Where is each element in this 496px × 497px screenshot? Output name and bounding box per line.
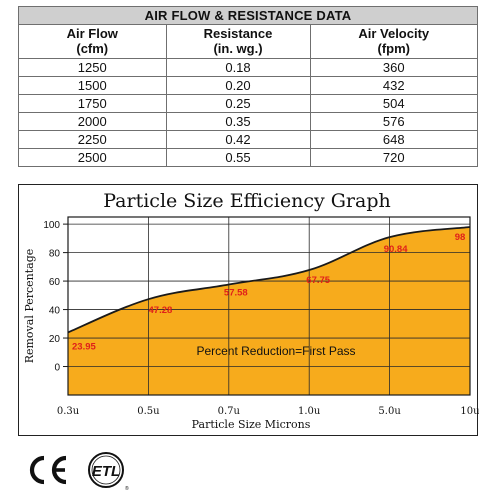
cell-air-flow: 1500 <box>18 76 167 95</box>
cell-air-flow: 2250 <box>18 130 167 149</box>
data-label: 98 <box>455 232 466 243</box>
header-resistance-unit: (in. wg.) <box>213 41 263 56</box>
data-label: 23.95 <box>72 341 96 352</box>
cell-air-flow: 1750 <box>18 94 167 113</box>
header-resistance: Resistance (in. wg.) <box>165 24 311 59</box>
ce-mark-logo <box>29 455 67 485</box>
y-tick-label: 20 <box>49 334 61 345</box>
x-tick-label: 0.3u <box>57 406 80 417</box>
air-flow-table-wrap: AIR FLOW & RESISTANCE DATA Air Flow (cfm… <box>18 6 479 167</box>
table-title-row: AIR FLOW & RESISTANCE DATA <box>18 6 478 25</box>
air-flow-table: AIR FLOW & RESISTANCE DATA Air Flow (cfm… <box>18 6 479 167</box>
x-tick-label: 0.7u <box>218 406 241 417</box>
cell-air-velocity: 720 <box>309 148 479 167</box>
x-tick-label: 5.0u <box>378 406 401 417</box>
table-row: 2000 0.35 576 <box>18 112 479 131</box>
chart-svg: Particle Size Efficiency Graph 0 20 40 60 80… <box>23 190 479 431</box>
y-tick-label: 100 <box>43 220 60 231</box>
cell-air-flow: 2500 <box>18 148 167 167</box>
x-tick-label: 0.5u <box>137 406 160 417</box>
svg-text:®: ® <box>125 485 129 492</box>
data-label: 57.58 <box>224 288 248 299</box>
cell-air-velocity: 432 <box>309 76 479 95</box>
y-tick-label: 80 <box>49 249 61 260</box>
cell-air-velocity: 360 <box>309 58 479 77</box>
x-tick-label: 10u <box>460 406 479 417</box>
table-row: 2500 0.55 720 <box>18 148 479 167</box>
x-tick-label: 1.0u <box>298 406 321 417</box>
data-label: 47.28 <box>149 305 173 316</box>
area-line <box>67 226 471 334</box>
x-axis-label: Particle Size Microns <box>192 418 311 431</box>
y-tick-label: 40 <box>49 306 61 317</box>
cell-air-flow: 2000 <box>18 112 167 131</box>
header-air-flow: Air Flow (cfm) <box>18 24 167 59</box>
header-air-velocity-unit: (fpm) <box>377 41 411 56</box>
y-axis-label: Removal Percentage <box>23 249 36 364</box>
table-row: 1750 0.25 504 <box>18 94 479 113</box>
cell-resistance: 0.18 <box>165 58 311 77</box>
header-air-velocity-label: Air Velocity <box>358 26 430 41</box>
particle-efficiency-graph: Particle Size Efficiency Graph 0 20 40 60 80… <box>18 184 479 436</box>
cell-air-flow: 1250 <box>18 58 167 77</box>
cell-resistance: 0.42 <box>165 130 311 149</box>
y-tick-label: 60 <box>49 277 61 288</box>
y-tick-label: 0 <box>54 363 60 374</box>
header-resistance-label: Resistance <box>203 26 273 41</box>
table-row: 1500 0.20 432 <box>18 76 479 95</box>
cell-air-velocity: 576 <box>309 112 479 131</box>
chart-annotation: Percent Reduction=First Pass <box>196 344 355 358</box>
table-row: 1250 0.18 360 <box>18 58 479 77</box>
data-label: 90.84 <box>384 244 408 255</box>
cell-air-velocity: 504 <box>309 94 479 113</box>
area-fill <box>68 226 470 395</box>
etl-listed-logo: ETL ® <box>88 452 129 492</box>
chart-title: Particle Size Efficiency Graph <box>103 190 391 212</box>
table-header-row: Air Flow (cfm) Resistance (in. wg.) Air … <box>18 24 479 59</box>
cell-resistance: 0.55 <box>165 148 311 167</box>
cell-air-velocity: 648 <box>309 130 479 149</box>
cell-resistance: 0.25 <box>165 94 311 113</box>
etl-logo-text: ETL <box>92 463 120 480</box>
cell-resistance: 0.35 <box>165 112 311 131</box>
header-air-flow-label: Air Flow <box>66 26 118 41</box>
table-title: AIR FLOW & RESISTANCE DATA <box>18 6 478 25</box>
header-air-velocity: Air Velocity (fpm) <box>309 24 479 59</box>
certification-logos: ETL ® <box>22 448 142 492</box>
header-air-flow-unit: (cfm) <box>76 41 109 56</box>
table-row: 2250 0.42 648 <box>18 130 479 149</box>
cell-resistance: 0.20 <box>165 76 311 95</box>
data-label: 67.75 <box>306 275 330 286</box>
plot-frame <box>67 216 471 396</box>
plot-area: 0 20 40 60 80 100 0.3u 0.5u 0.7u 1.0u 5.0u 10u 23.95… <box>43 216 479 417</box>
logos-svg: ETL ® <box>29 452 129 492</box>
